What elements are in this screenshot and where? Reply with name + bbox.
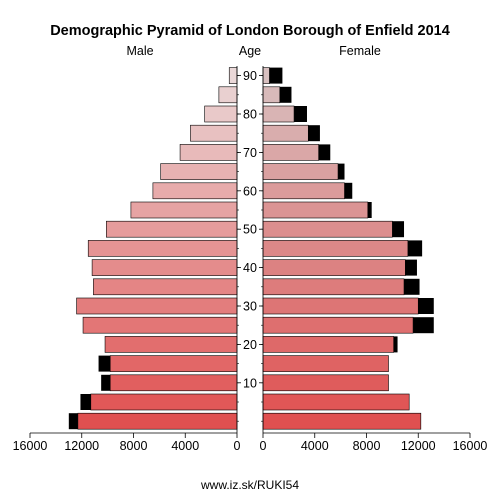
female-excess-bar bbox=[294, 106, 307, 122]
female-bar bbox=[262, 163, 339, 180]
male-bar bbox=[82, 316, 238, 334]
female-excess-bar bbox=[404, 278, 420, 295]
male-x-tick-label: 12000 bbox=[64, 439, 99, 453]
female-excess-bar bbox=[318, 144, 331, 161]
female-bar bbox=[262, 105, 295, 123]
age-tick-label: 80 bbox=[243, 108, 257, 122]
female-bar bbox=[262, 259, 406, 276]
age-tick-label: 90 bbox=[243, 69, 257, 83]
male-bar bbox=[109, 355, 238, 372]
age-tick-label: 40 bbox=[243, 261, 257, 275]
male-bar bbox=[93, 278, 238, 296]
female-x-tick-label: 0 bbox=[260, 439, 267, 453]
male-excess-bar bbox=[98, 355, 111, 372]
female-x-tick-label: 8000 bbox=[353, 439, 381, 453]
female-bar bbox=[262, 412, 422, 430]
male-bar bbox=[77, 412, 238, 430]
male-bar bbox=[106, 220, 238, 238]
axes-group: 10 20 30 40 50 60 70 80 90 16000 12000 8000 4000 0 0 40… bbox=[13, 66, 488, 453]
female-excess-bar bbox=[367, 202, 372, 218]
chart-title: Demographic Pyramid of London Borough of… bbox=[50, 23, 450, 39]
female-bar bbox=[262, 201, 369, 219]
female-bar bbox=[262, 67, 270, 84]
female-bar bbox=[262, 374, 389, 392]
female-excess-bar bbox=[269, 67, 283, 84]
male-bar bbox=[76, 297, 238, 315]
age-tick-label: 70 bbox=[243, 146, 257, 160]
female-excess-bar bbox=[392, 221, 405, 238]
female-excess-bar bbox=[393, 336, 398, 353]
male-bar bbox=[87, 240, 238, 257]
male-bar bbox=[90, 393, 238, 411]
male-bar bbox=[91, 259, 238, 276]
female-x-tick-label: 12000 bbox=[401, 439, 436, 453]
bars-group bbox=[68, 67, 434, 430]
female-x-tick-label: 4000 bbox=[301, 439, 329, 453]
female-bar bbox=[262, 278, 405, 296]
female-bar bbox=[262, 220, 393, 238]
male-bar bbox=[228, 67, 238, 84]
female-x-tick-label: 16000 bbox=[453, 439, 488, 453]
male-bar bbox=[190, 124, 238, 142]
age-header: Age bbox=[239, 44, 261, 58]
male-bar bbox=[204, 105, 238, 123]
female-excess-bar bbox=[407, 240, 423, 257]
female-bar bbox=[262, 316, 414, 334]
female-bar bbox=[262, 182, 345, 200]
female-bar bbox=[262, 144, 319, 161]
female-excess-bar bbox=[338, 163, 345, 180]
male-bar bbox=[104, 336, 238, 353]
female-header: Female bbox=[339, 44, 381, 58]
source-footer: www.iz.sk/RUKI54 bbox=[200, 478, 299, 492]
female-excess-bar bbox=[279, 86, 292, 103]
age-tick-label: 10 bbox=[243, 376, 257, 390]
male-x-tick-label: 4000 bbox=[171, 439, 199, 453]
male-x-tick-label: 8000 bbox=[120, 439, 148, 453]
female-excess-bar bbox=[344, 182, 353, 199]
female-excess-bar bbox=[418, 298, 434, 314]
female-excess-bar bbox=[413, 317, 434, 334]
age-tick-label: 30 bbox=[243, 300, 257, 314]
female-bar bbox=[262, 297, 419, 315]
age-tick-label: 60 bbox=[243, 184, 257, 198]
age-tick-label: 50 bbox=[243, 223, 257, 237]
male-x-tick-label: 0 bbox=[234, 439, 241, 453]
male-bar bbox=[152, 182, 238, 200]
female-bar bbox=[262, 124, 309, 142]
male-excess-bar bbox=[80, 394, 91, 410]
male-bar bbox=[218, 86, 238, 104]
male-bar bbox=[130, 201, 238, 219]
female-excess-bar bbox=[308, 125, 320, 142]
female-bar bbox=[262, 355, 389, 372]
male-x-tick-label: 16000 bbox=[13, 439, 48, 453]
male-bar bbox=[109, 374, 238, 392]
male-bar bbox=[179, 144, 238, 161]
female-bar bbox=[262, 393, 410, 411]
female-bar bbox=[262, 86, 281, 104]
female-bar bbox=[262, 336, 394, 353]
age-tick-label: 20 bbox=[243, 338, 257, 352]
male-excess-bar bbox=[101, 374, 111, 391]
male-excess-bar bbox=[68, 413, 78, 430]
male-bar bbox=[160, 163, 238, 180]
female-excess-bar bbox=[405, 259, 417, 276]
female-bar bbox=[262, 240, 409, 257]
male-header: Male bbox=[126, 44, 153, 58]
